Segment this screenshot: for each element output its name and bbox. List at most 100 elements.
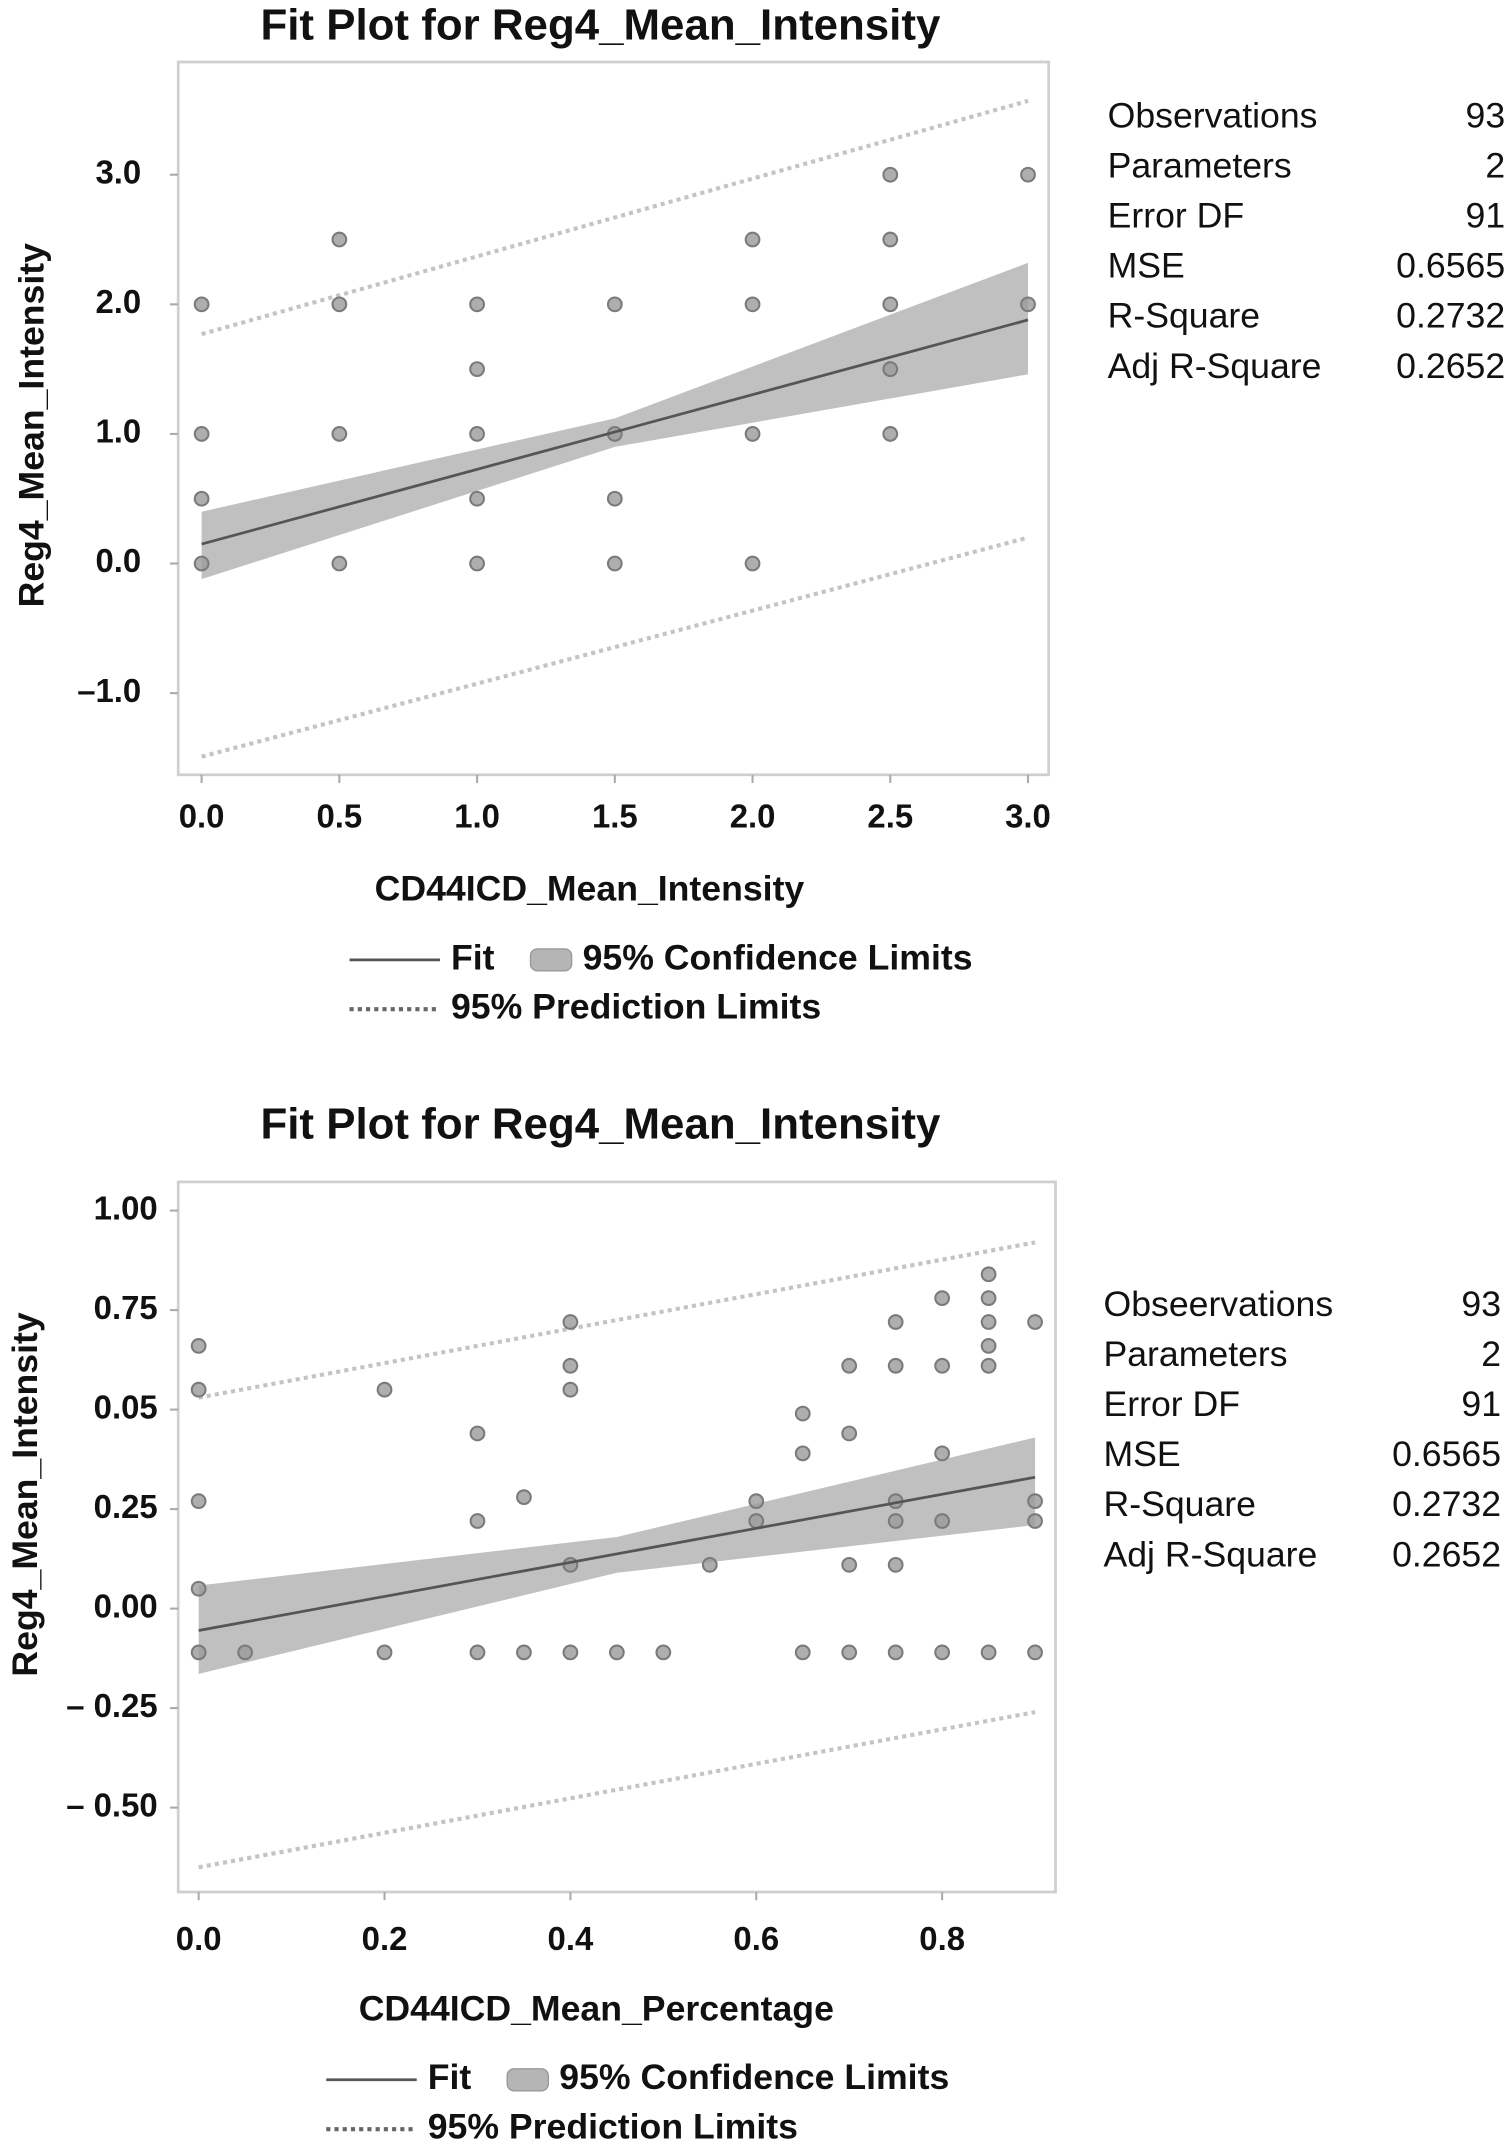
data-point (193, 555, 210, 572)
legend-label: 95% Prediction Limits (428, 2107, 798, 2147)
data-point (748, 1513, 765, 1529)
stat-value: 93 (1466, 96, 1506, 136)
x-tick-label: 3.0 (1005, 797, 1051, 834)
stat-label: MSE (1108, 246, 1185, 286)
y-tick-label: 0.05 (94, 1388, 158, 1425)
legend-label: 95% Prediction Limits (451, 987, 821, 1027)
x-tick-label: 0.0 (176, 1920, 222, 1957)
data-point (562, 1357, 579, 1374)
legend-label: 95% Confidence Limits (559, 2057, 949, 2097)
data-point (331, 296, 348, 313)
data-point (1027, 1314, 1043, 1330)
data-point (562, 1644, 579, 1661)
stat-label: R-Square (1103, 1484, 1255, 1524)
legend-label: Fit (428, 2057, 472, 2097)
data-point (190, 1644, 207, 1661)
data-point (882, 361, 899, 378)
confidence-band (201, 262, 1029, 580)
stat-value: 2 (1485, 146, 1505, 186)
stat-value: 2 (1481, 1334, 1501, 1374)
data-point (980, 1314, 997, 1330)
y-tick-label: 0.75 (94, 1289, 158, 1326)
stat-value: 0.2652 (1392, 1534, 1501, 1574)
data-point (469, 426, 485, 442)
data-point (934, 1644, 951, 1661)
data-point (190, 1493, 207, 1510)
data-point (190, 1381, 207, 1398)
data-point (882, 296, 899, 313)
x-tick-label: 0.8 (919, 1920, 965, 1957)
data-point (980, 1644, 997, 1661)
stat-label: Error DF (1108, 196, 1245, 236)
data-point (1027, 1493, 1043, 1510)
stat-label: Parameters (1103, 1334, 1287, 1374)
data-point (469, 296, 485, 313)
data-point (516, 1489, 532, 1506)
confidence-band (198, 1437, 1036, 1674)
x-axis-label: CD44ICD_Mean_Percentage (359, 1989, 834, 2029)
chart-title: Fit Plot for Reg4_Mean_Intensity (260, 0, 941, 49)
fit-line (198, 1475, 1036, 1632)
y-tick-label: 0.00 (94, 1587, 158, 1624)
x-axis-label: CD44ICD_Mean_Intensity (375, 869, 805, 909)
prediction-limit (198, 1710, 1036, 1870)
data-point (887, 1644, 904, 1661)
legend-confidence-swatch (506, 2068, 550, 2092)
stat-label: Adj R-Square (1108, 346, 1322, 386)
data-point (469, 1644, 486, 1661)
data-point (190, 1580, 207, 1597)
data-point (376, 1381, 393, 1398)
data-point (469, 361, 485, 378)
data-point (237, 1644, 254, 1661)
stat-value: 0.2652 (1396, 346, 1505, 386)
y-tick-label: 2.0 (95, 283, 141, 320)
data-point (193, 296, 210, 313)
data-point (193, 426, 210, 442)
legend-label: 95% Confidence Limits (583, 937, 973, 977)
x-tick-label: 2.0 (730, 797, 776, 834)
data-point (516, 1644, 532, 1661)
stat-value: 0.6565 (1396, 246, 1505, 286)
data-point (794, 1445, 811, 1462)
stat-label: Adj R-Square (1103, 1534, 1317, 1574)
data-point (934, 1290, 951, 1307)
stat-value: 93 (1461, 1284, 1501, 1324)
data-point (748, 1493, 765, 1510)
data-point (841, 1556, 858, 1573)
y-tick-label: – 0.50 (66, 1786, 157, 1823)
data-point (794, 1405, 811, 1422)
data-point (980, 1266, 997, 1283)
data-point (934, 1513, 951, 1529)
y-tick-label: 0.0 (95, 542, 141, 579)
data-point (841, 1644, 858, 1661)
data-point (744, 426, 761, 442)
data-point (887, 1513, 904, 1529)
y-tick-label: 3.0 (95, 153, 141, 190)
plot-frame (176, 60, 1051, 777)
data-point (744, 231, 761, 248)
x-tick-label: 1.5 (592, 797, 638, 834)
x-tick-label: 2.5 (867, 797, 913, 834)
data-point (887, 1357, 904, 1374)
stat-value: 91 (1461, 1384, 1501, 1424)
data-point (887, 1556, 904, 1573)
prediction-limit (198, 1240, 1036, 1400)
stat-value: 91 (1466, 196, 1506, 236)
data-point (980, 1290, 997, 1307)
plot-frame (176, 1180, 1057, 1894)
chart-title: Fit Plot for Reg4_Mean_Intensity (260, 1100, 941, 1149)
y-tick-label: 0.25 (94, 1488, 158, 1525)
y-tick-label: –1.0 (77, 672, 141, 709)
stat-label: Observations (1108, 96, 1318, 136)
data-point (744, 555, 761, 572)
data-point (331, 426, 348, 442)
data-point (841, 1357, 858, 1374)
data-point (655, 1644, 672, 1661)
x-tick-label: 0.5 (316, 797, 362, 834)
data-point (469, 555, 485, 572)
stat-label: MSE (1103, 1434, 1180, 1474)
data-point (331, 555, 348, 572)
data-point (1020, 296, 1036, 313)
